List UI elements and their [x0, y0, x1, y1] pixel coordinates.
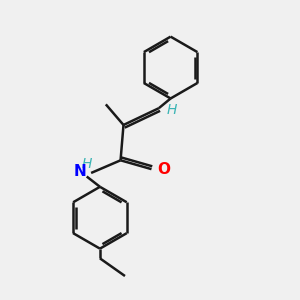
Text: N: N	[74, 164, 87, 179]
Text: O: O	[157, 162, 170, 177]
Text: H: H	[167, 103, 178, 117]
Text: H: H	[82, 157, 92, 171]
